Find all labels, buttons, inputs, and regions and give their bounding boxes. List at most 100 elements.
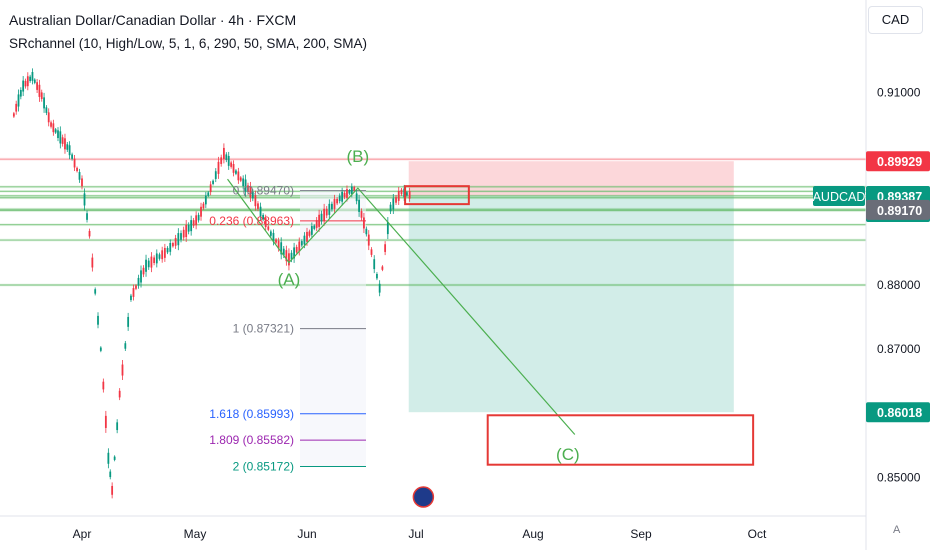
- candle-body: [59, 131, 62, 144]
- sr-band: [0, 283, 866, 287]
- candle-body: [251, 191, 254, 199]
- candle-body: [88, 230, 91, 237]
- candle-body: [259, 206, 262, 217]
- candle-body: [341, 191, 344, 202]
- candle-body: [376, 273, 378, 279]
- candle-body: [370, 249, 373, 255]
- symbol-tag: AUDCAD: [813, 190, 866, 204]
- auto-scale-button[interactable]: A: [893, 524, 901, 536]
- candle-body: [288, 253, 290, 266]
- wave-label-b: (B): [347, 147, 370, 166]
- symbol-tag-bg: [813, 185, 865, 206]
- candle-body: [195, 215, 198, 226]
- price-label: 0.89929: [877, 155, 922, 169]
- x-tick-label: Aug: [522, 527, 543, 541]
- y-tick-label: 0.91000: [877, 85, 921, 99]
- candle-body: [61, 137, 64, 144]
- candle-body: [116, 422, 119, 431]
- candle-body: [33, 79, 36, 83]
- candle-body: [331, 203, 333, 210]
- candle-body: [346, 189, 348, 198]
- candle-body: [187, 225, 190, 232]
- candle-body: [169, 243, 172, 252]
- candle-body: [185, 224, 188, 238]
- candle-body: [158, 254, 161, 259]
- candle-body: [64, 138, 66, 150]
- candle-body: [66, 144, 69, 150]
- x-tick-label: Jun: [297, 527, 316, 541]
- candle-body: [197, 214, 200, 221]
- candle-body: [111, 485, 114, 495]
- chart-title: Australian Dollar/Canadian Dollar · 4h ·…: [9, 12, 297, 28]
- y-tick-label: 0.85000: [877, 471, 921, 485]
- price-label-bg: [866, 199, 930, 220]
- x-tick-label: Apr: [73, 527, 92, 541]
- candle-body: [285, 250, 288, 262]
- candle-body: [177, 233, 180, 246]
- candle-body: [230, 162, 233, 167]
- currency-button[interactable]: CAD: [868, 6, 923, 34]
- candle-body: [308, 231, 311, 236]
- candle-body: [104, 415, 107, 428]
- candle-body: [367, 234, 370, 246]
- candle-body: [235, 170, 237, 174]
- candle-body: [155, 253, 158, 264]
- candle-body: [262, 214, 265, 220]
- candle-body: [19, 89, 22, 97]
- candle-body: [378, 283, 381, 293]
- fib-label: 1 (0.87321): [233, 322, 294, 336]
- candle-body: [318, 214, 321, 227]
- candle-body: [249, 186, 252, 198]
- candle-body: [26, 76, 29, 87]
- candle-body: [298, 241, 301, 252]
- candle-body: [127, 316, 130, 327]
- candle-body: [282, 248, 285, 256]
- candle-body: [52, 123, 55, 133]
- candle-body: [172, 243, 174, 247]
- sr-band: [0, 223, 866, 227]
- target-zone: [408, 195, 734, 413]
- candle-body: [223, 147, 225, 159]
- candle-body: [109, 471, 112, 478]
- candle-body: [40, 92, 43, 99]
- candle-body: [71, 154, 73, 159]
- wave-label-c: (C): [556, 445, 580, 464]
- candle-body: [153, 257, 156, 263]
- candle-body: [397, 191, 400, 201]
- candle-body: [355, 193, 358, 202]
- fib-label: 1.809 (0.85582): [209, 433, 294, 447]
- candle-body: [295, 246, 298, 253]
- fib-label: 0 (0.89470): [233, 184, 294, 198]
- y-tick-label: 0.88000: [877, 278, 921, 292]
- candle-body: [232, 164, 235, 173]
- candle-body: [204, 195, 207, 205]
- candle-body: [214, 171, 217, 179]
- candle-body: [97, 315, 99, 325]
- candle-body: [358, 199, 360, 212]
- candle-body: [333, 198, 336, 209]
- stop-zone: [408, 161, 734, 196]
- candle-body: [47, 112, 50, 123]
- sr-band: [0, 238, 866, 242]
- candle-body: [147, 260, 150, 268]
- candle-body: [400, 189, 403, 195]
- candle-body: [29, 76, 32, 82]
- candle-body: [381, 266, 384, 270]
- candle-body: [392, 198, 395, 210]
- candle-body: [24, 80, 27, 87]
- candle-body: [384, 244, 387, 252]
- candle-body: [161, 250, 164, 260]
- indicator-legend[interactable]: SRchannel (10, High/Low, 5, 1, 6, 290, 5…: [9, 36, 367, 51]
- candle-body: [142, 267, 145, 275]
- sr-band: [0, 209, 866, 213]
- candle-body: [94, 289, 97, 294]
- candle-body: [202, 203, 205, 209]
- y-tick-label: 0.87000: [877, 342, 921, 356]
- candle-body: [267, 226, 270, 230]
- candle-body: [76, 167, 78, 172]
- candle-body: [227, 155, 230, 166]
- fib-label: 1.618 (0.85993): [209, 407, 294, 421]
- sr-band: [0, 189, 866, 193]
- candles: [12, 68, 411, 499]
